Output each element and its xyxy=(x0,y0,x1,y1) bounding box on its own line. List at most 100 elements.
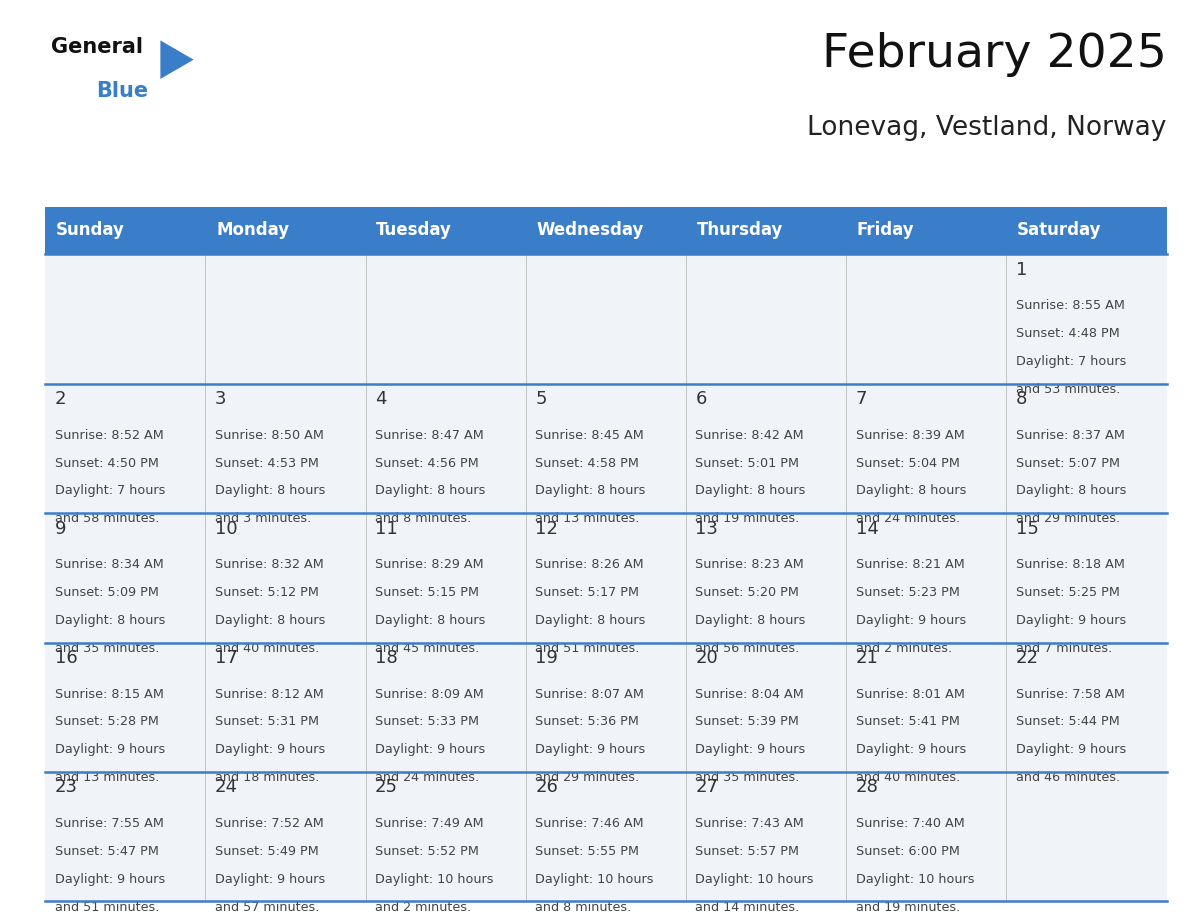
Text: Sunset: 5:55 PM: Sunset: 5:55 PM xyxy=(536,845,639,857)
Text: Sunrise: 8:39 AM: Sunrise: 8:39 AM xyxy=(855,429,965,442)
Text: Sunset: 4:58 PM: Sunset: 4:58 PM xyxy=(536,456,639,469)
Text: Daylight: 8 hours: Daylight: 8 hours xyxy=(55,614,165,627)
Text: 21: 21 xyxy=(855,649,879,667)
Text: 24: 24 xyxy=(215,778,238,797)
Text: Sunset: 5:15 PM: Sunset: 5:15 PM xyxy=(375,586,479,599)
Text: Sunrise: 8:21 AM: Sunrise: 8:21 AM xyxy=(855,558,965,571)
Text: and 35 minutes.: and 35 minutes. xyxy=(55,642,159,655)
Bar xyxy=(685,513,846,643)
Text: Daylight: 10 hours: Daylight: 10 hours xyxy=(536,873,653,886)
Text: Sunset: 6:00 PM: Sunset: 6:00 PM xyxy=(855,845,960,857)
Text: 13: 13 xyxy=(695,520,719,538)
Text: and 14 minutes.: and 14 minutes. xyxy=(695,901,800,913)
Text: Sunrise: 8:29 AM: Sunrise: 8:29 AM xyxy=(375,558,484,571)
Text: 15: 15 xyxy=(1016,520,1038,538)
Text: Saturday: Saturday xyxy=(1017,221,1101,240)
Text: Daylight: 9 hours: Daylight: 9 hours xyxy=(1016,614,1126,627)
Text: and 29 minutes.: and 29 minutes. xyxy=(536,771,639,784)
Bar xyxy=(366,772,526,901)
Text: Daylight: 9 hours: Daylight: 9 hours xyxy=(536,744,645,756)
Text: Daylight: 8 hours: Daylight: 8 hours xyxy=(536,614,645,627)
Text: 23: 23 xyxy=(55,778,77,797)
Bar xyxy=(45,384,206,513)
Bar xyxy=(45,207,1167,254)
Bar xyxy=(366,643,526,772)
Text: Sunset: 5:44 PM: Sunset: 5:44 PM xyxy=(1016,715,1119,728)
Text: Sunset: 5:28 PM: Sunset: 5:28 PM xyxy=(55,715,158,728)
Text: Daylight: 9 hours: Daylight: 9 hours xyxy=(55,873,165,886)
Text: 5: 5 xyxy=(536,390,546,409)
Text: Sunset: 5:31 PM: Sunset: 5:31 PM xyxy=(215,715,318,728)
Bar xyxy=(526,513,685,643)
Bar xyxy=(526,384,685,513)
Text: Daylight: 7 hours: Daylight: 7 hours xyxy=(55,485,165,498)
Bar xyxy=(846,254,1006,384)
Text: 26: 26 xyxy=(536,778,558,797)
Text: Sunrise: 8:07 AM: Sunrise: 8:07 AM xyxy=(536,688,644,700)
Text: 18: 18 xyxy=(375,649,398,667)
Text: Daylight: 8 hours: Daylight: 8 hours xyxy=(215,614,326,627)
Text: Sunset: 5:47 PM: Sunset: 5:47 PM xyxy=(55,845,158,857)
Text: Sunset: 5:57 PM: Sunset: 5:57 PM xyxy=(695,845,800,857)
Text: and 29 minutes.: and 29 minutes. xyxy=(1016,512,1120,525)
Text: Sunrise: 7:40 AM: Sunrise: 7:40 AM xyxy=(855,817,965,830)
Bar xyxy=(846,384,1006,513)
Text: and 19 minutes.: and 19 minutes. xyxy=(855,901,960,913)
Text: 8: 8 xyxy=(1016,390,1028,409)
Text: and 13 minutes.: and 13 minutes. xyxy=(55,771,159,784)
Text: Sunrise: 8:45 AM: Sunrise: 8:45 AM xyxy=(536,429,644,442)
Text: Daylight: 8 hours: Daylight: 8 hours xyxy=(375,614,486,627)
Text: and 3 minutes.: and 3 minutes. xyxy=(215,512,311,525)
Text: Sunrise: 8:34 AM: Sunrise: 8:34 AM xyxy=(55,558,164,571)
Text: Sunset: 5:23 PM: Sunset: 5:23 PM xyxy=(855,586,960,599)
Text: 1: 1 xyxy=(1016,261,1028,279)
Text: and 8 minutes.: and 8 minutes. xyxy=(375,512,472,525)
Text: Sunrise: 7:46 AM: Sunrise: 7:46 AM xyxy=(536,817,644,830)
Text: Daylight: 8 hours: Daylight: 8 hours xyxy=(855,485,966,498)
Text: Sunset: 5:52 PM: Sunset: 5:52 PM xyxy=(375,845,479,857)
Text: and 24 minutes.: and 24 minutes. xyxy=(375,771,479,784)
Text: Daylight: 9 hours: Daylight: 9 hours xyxy=(1016,744,1126,756)
Text: Sunrise: 7:58 AM: Sunrise: 7:58 AM xyxy=(1016,688,1125,700)
Text: Sunrise: 8:09 AM: Sunrise: 8:09 AM xyxy=(375,688,484,700)
Text: Daylight: 8 hours: Daylight: 8 hours xyxy=(695,485,805,498)
Text: Sunrise: 7:43 AM: Sunrise: 7:43 AM xyxy=(695,817,804,830)
Bar xyxy=(366,513,526,643)
Text: 28: 28 xyxy=(855,778,879,797)
Text: Daylight: 9 hours: Daylight: 9 hours xyxy=(215,873,326,886)
Text: Daylight: 9 hours: Daylight: 9 hours xyxy=(855,614,966,627)
Text: Daylight: 8 hours: Daylight: 8 hours xyxy=(375,485,486,498)
Text: and 45 minutes.: and 45 minutes. xyxy=(375,642,479,655)
Bar xyxy=(206,254,366,384)
Text: Sunset: 5:39 PM: Sunset: 5:39 PM xyxy=(695,715,800,728)
Text: Daylight: 9 hours: Daylight: 9 hours xyxy=(215,744,326,756)
Text: Blue: Blue xyxy=(96,81,148,101)
Text: February 2025: February 2025 xyxy=(822,32,1167,77)
Text: and 7 minutes.: and 7 minutes. xyxy=(1016,642,1112,655)
Text: Sunrise: 8:23 AM: Sunrise: 8:23 AM xyxy=(695,558,804,571)
Text: 14: 14 xyxy=(855,520,879,538)
Text: and 46 minutes.: and 46 minutes. xyxy=(1016,771,1120,784)
Text: Monday: Monday xyxy=(216,221,289,240)
Text: Sunrise: 8:32 AM: Sunrise: 8:32 AM xyxy=(215,558,323,571)
Text: and 18 minutes.: and 18 minutes. xyxy=(215,771,320,784)
Text: Daylight: 9 hours: Daylight: 9 hours xyxy=(695,744,805,756)
Bar xyxy=(526,643,685,772)
Text: Daylight: 10 hours: Daylight: 10 hours xyxy=(375,873,493,886)
Text: and 40 minutes.: and 40 minutes. xyxy=(215,642,320,655)
Text: and 51 minutes.: and 51 minutes. xyxy=(55,901,159,913)
Text: and 2 minutes.: and 2 minutes. xyxy=(855,642,952,655)
Text: Daylight: 10 hours: Daylight: 10 hours xyxy=(855,873,974,886)
Polygon shape xyxy=(160,40,194,79)
Text: and 8 minutes.: and 8 minutes. xyxy=(536,901,632,913)
Text: Sunset: 4:53 PM: Sunset: 4:53 PM xyxy=(215,456,318,469)
Bar xyxy=(206,384,366,513)
Text: Daylight: 9 hours: Daylight: 9 hours xyxy=(55,744,165,756)
Bar xyxy=(1006,643,1167,772)
Text: Daylight: 8 hours: Daylight: 8 hours xyxy=(695,614,805,627)
Text: Sunrise: 8:52 AM: Sunrise: 8:52 AM xyxy=(55,429,164,442)
Text: Sunset: 5:41 PM: Sunset: 5:41 PM xyxy=(855,715,960,728)
Text: and 51 minutes.: and 51 minutes. xyxy=(536,642,639,655)
Bar xyxy=(685,643,846,772)
Text: Lonevag, Vestland, Norway: Lonevag, Vestland, Norway xyxy=(807,115,1167,140)
